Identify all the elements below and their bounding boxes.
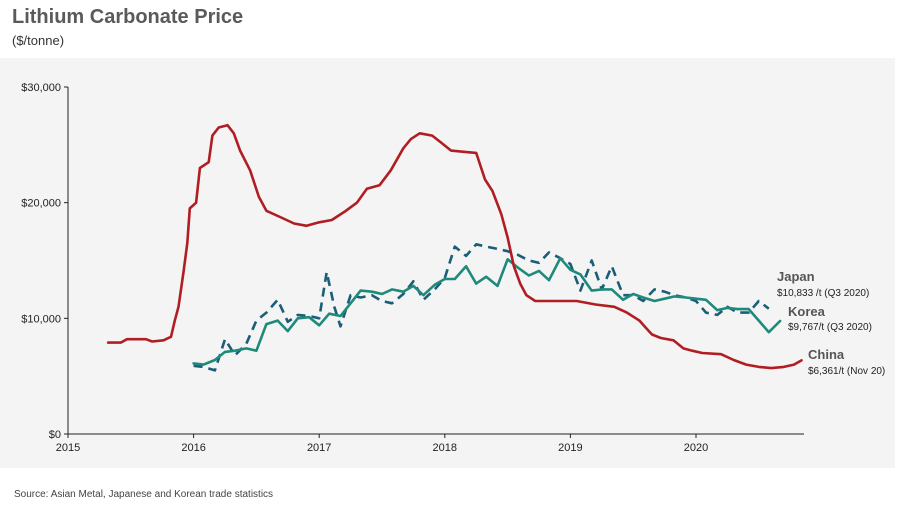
series-name-china: China — [808, 347, 845, 362]
chart-title: Lithium Carbonate Price — [12, 6, 244, 28]
x-tick-label: 2019 — [558, 442, 582, 454]
x-tick-label: 2016 — [181, 442, 205, 454]
y-tick-label: $20,000 — [21, 198, 61, 210]
series-name-japan: Japan — [777, 269, 815, 284]
y-tick-label: $0 — [49, 429, 61, 441]
y-tick-label: $10,000 — [21, 313, 61, 325]
x-tick-label: 2015 — [56, 442, 80, 454]
source-note: Source: Asian Metal, Japanese and Korean… — [14, 489, 274, 500]
plot-background — [0, 58, 895, 468]
x-tick-label: 2017 — [307, 442, 331, 454]
series-note-korea: $9,767/t (Q3 2020) — [788, 322, 872, 333]
series-note-china: $6,361/t (Nov 20) — [808, 366, 885, 377]
x-tick-label: 2018 — [433, 442, 457, 454]
series-line-korea — [192, 256, 782, 366]
x-tick-label: 2020 — [684, 442, 708, 454]
series-line-china — [106, 123, 803, 370]
chart-series — [106, 123, 803, 372]
series-note-japan: $10,833 /t (Q3 2020) — [777, 288, 869, 299]
series-line-japan — [193, 243, 770, 372]
y-tick-label: $30,000 — [21, 82, 61, 94]
chart-subtitle: ($/tonne) — [12, 33, 65, 48]
chart-axes: $0 $10,000 $20,000 $30,000 2015 2016 2017 2018 2… — [21, 82, 804, 454]
series-name-korea: Korea — [788, 304, 826, 319]
series-labels: China $6,361/t (Nov 20) Japan $10,833 /t (Q… — [777, 269, 885, 377]
